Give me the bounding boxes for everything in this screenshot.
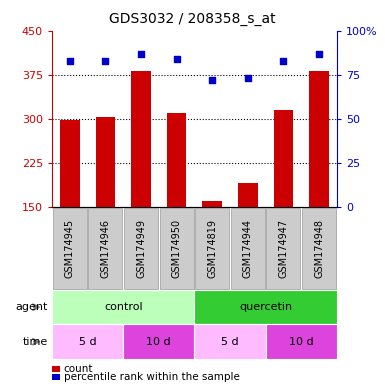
Text: GDS3032 / 208358_s_at: GDS3032 / 208358_s_at xyxy=(109,12,276,25)
Text: time: time xyxy=(23,337,48,347)
Point xyxy=(209,77,215,83)
Point xyxy=(67,58,73,64)
Text: GSM174947: GSM174947 xyxy=(278,219,288,278)
Text: GSM174948: GSM174948 xyxy=(314,219,324,278)
Text: GSM174946: GSM174946 xyxy=(100,219,110,278)
Text: GSM174949: GSM174949 xyxy=(136,219,146,278)
Text: GSM174944: GSM174944 xyxy=(243,219,253,278)
Text: 10 d: 10 d xyxy=(289,337,313,347)
Text: count: count xyxy=(64,364,93,374)
Point xyxy=(245,75,251,81)
Bar xyxy=(60,120,80,207)
Bar xyxy=(167,113,186,207)
Text: 5 d: 5 d xyxy=(221,337,239,347)
Bar xyxy=(238,183,258,207)
Point xyxy=(174,56,180,62)
Text: GSM174819: GSM174819 xyxy=(207,219,217,278)
Text: 10 d: 10 d xyxy=(147,337,171,347)
Text: quercetin: quercetin xyxy=(239,302,292,312)
Bar xyxy=(95,117,115,207)
Text: 5 d: 5 d xyxy=(79,337,96,347)
Point xyxy=(138,51,144,57)
Text: GSM174945: GSM174945 xyxy=(65,219,75,278)
Point xyxy=(280,58,286,64)
Text: GSM174950: GSM174950 xyxy=(172,219,182,278)
Bar xyxy=(131,71,151,207)
Point xyxy=(316,51,322,57)
Text: percentile rank within the sample: percentile rank within the sample xyxy=(64,372,239,382)
Text: agent: agent xyxy=(16,302,48,312)
Text: control: control xyxy=(104,302,142,312)
Bar xyxy=(203,202,222,207)
Bar xyxy=(309,71,329,207)
Bar xyxy=(274,110,293,207)
Point xyxy=(102,58,109,64)
